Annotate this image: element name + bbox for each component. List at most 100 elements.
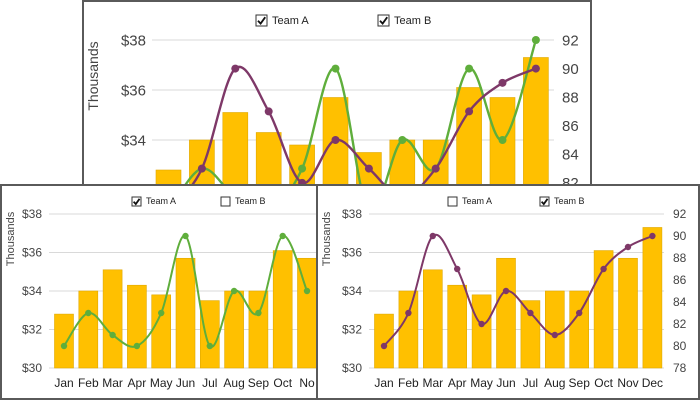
point-team-b (264, 107, 273, 116)
point-team-b (364, 164, 373, 173)
x-tick-label: Jan (54, 376, 73, 390)
bar-sep (248, 290, 269, 369)
y-tick-label: $30 (342, 361, 362, 375)
checkbox-unchecked (447, 196, 458, 207)
point-team-a (398, 136, 407, 144)
bar-mar (102, 269, 123, 369)
x-tick-label: Dec (642, 376, 663, 390)
x-tick-label: Sep (569, 376, 591, 390)
y2-tick-label: 80 (673, 339, 687, 353)
chart-panel-top: $30$32$34$36$387880828486889092Thousands… (82, 0, 592, 200)
x-tick-label: Jul (202, 376, 217, 390)
x-tick-label: Jun (496, 376, 515, 390)
x-tick-label: Aug (544, 376, 565, 390)
bar-oct (456, 87, 482, 198)
x-tick-label: May (470, 376, 493, 390)
y2-tick-label: 90 (562, 61, 579, 78)
bar-dec (642, 227, 663, 369)
point-team-b (380, 342, 388, 350)
bar-jun (175, 257, 196, 369)
bar-nov (489, 97, 516, 198)
legend-item-team-a[interactable]: Team A (447, 196, 492, 207)
bar-apr (127, 284, 147, 369)
y-tick-label: $34 (342, 284, 362, 298)
point-team-b (498, 78, 507, 87)
y2-tick-label: 92 (562, 32, 579, 49)
legend-item-team-b[interactable]: Team B (220, 196, 266, 207)
y-tick-label: $36 (121, 82, 146, 99)
bar-oct (272, 250, 293, 369)
point-team-b (465, 107, 474, 116)
point-team-a (498, 136, 507, 144)
y2-tick-label: 78 (673, 361, 687, 375)
bar-mar (222, 112, 249, 198)
point-team-a (109, 331, 116, 339)
point-team-a (60, 342, 68, 350)
x-tick-label: Aug (223, 376, 244, 390)
point-team-b (331, 136, 340, 144)
y2-tick-label: 84 (673, 295, 687, 309)
legend-item-team-a[interactable]: Team A (255, 14, 309, 27)
y-tick-label: $30 (22, 361, 42, 375)
point-team-b (454, 265, 461, 273)
legend-item-team-b[interactable]: Team B (377, 14, 431, 27)
y2-tick-label: 86 (562, 118, 579, 135)
line-team-a (175, 39, 538, 198)
chart-right: $30 $32 $34 $36 $38 78 80 82 84 86 88 90 92 Thousands… (321, 196, 687, 390)
y2-tick-label: 92 (673, 207, 687, 221)
y-tick-label: $34 (121, 132, 146, 149)
x-tick-label: Apr (128, 376, 147, 390)
legend-label: Team B (554, 196, 585, 206)
legend-item-team-a[interactable]: Team A (131, 196, 176, 207)
point-team-a (531, 36, 540, 44)
point-team-a (255, 309, 262, 317)
y-tick-label: $34 (22, 284, 42, 298)
point-team-a (85, 309, 92, 317)
point-team-b (649, 232, 656, 240)
check-icon (257, 16, 266, 25)
point-team-b (624, 243, 632, 251)
chart-panel-right: $30 $32 $34 $36 $38 78 80 82 84 86 88 90 92 Thousands… (316, 184, 700, 400)
x-tick-label: Apr (448, 376, 467, 390)
x-tick-label: Mar (102, 376, 123, 390)
y2-tick-label: 86 (673, 273, 687, 287)
x-tick-label: Feb (398, 376, 419, 390)
bar-feb (78, 290, 99, 369)
point-team-a (331, 64, 340, 73)
bar-may (471, 294, 492, 369)
bar-nov (618, 257, 638, 369)
point-team-b (197, 164, 206, 173)
point-team-a (230, 287, 238, 295)
bar-jun (496, 257, 516, 369)
point-team-b (551, 331, 558, 339)
y-tick-label: $36 (342, 246, 362, 260)
x-tick-label: Mar (422, 376, 443, 390)
x-tick-label: No (299, 376, 315, 390)
check-icon (132, 198, 141, 206)
bar-jan (54, 313, 74, 369)
point-team-b (576, 309, 583, 317)
point-team-b (405, 309, 412, 317)
legend-item-team-b[interactable]: Team B (539, 196, 585, 207)
point-team-a (465, 64, 474, 73)
legend-label: Team A (272, 15, 309, 27)
x-tick-label: Jun (176, 376, 195, 390)
y-tick-label: $38 (121, 32, 146, 49)
point-team-b (478, 320, 485, 328)
point-team-b (429, 232, 436, 240)
x-tick-label: May (150, 376, 173, 390)
bar-dec (523, 57, 549, 198)
x-tick-label: Nov (617, 376, 638, 390)
bar-jan (374, 313, 394, 369)
y2-tick-label: 84 (562, 147, 579, 164)
bar-feb (398, 290, 419, 369)
chart-panel-left: $30 $32 $34 $36 $38 Thousands Jan Feb Mar Apr May J… (0, 184, 318, 400)
y2-tick-label: 82 (673, 317, 687, 331)
x-tick-label: Oct (594, 376, 613, 390)
point-team-a (206, 342, 213, 350)
x-tick-label: Jul (523, 376, 538, 390)
x-tick-label: Sep (248, 376, 270, 390)
y-axis-title: Thousands (5, 211, 17, 266)
y-axis-title: Thousands (85, 41, 101, 110)
point-team-b (531, 64, 540, 73)
